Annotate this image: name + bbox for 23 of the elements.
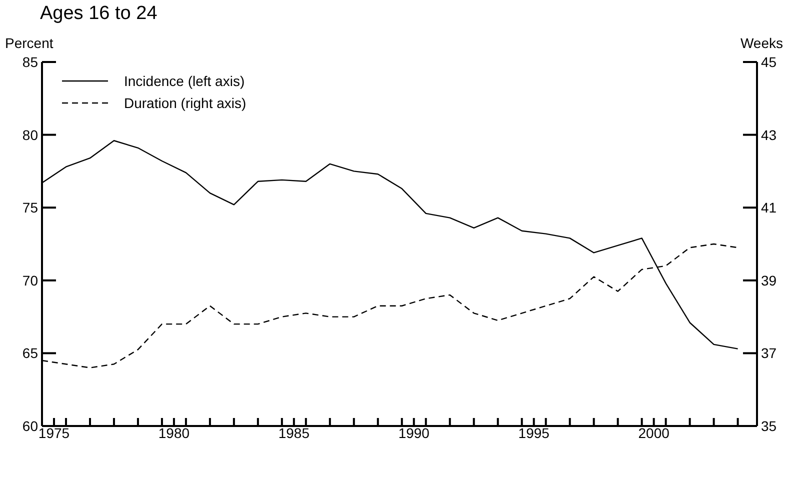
y2-tick-label: 45 [761,54,777,70]
legend-label: Incidence (left axis) [124,73,245,89]
y-tick-label: 65 [22,345,38,362]
x-tick-label: 2000 [638,424,670,441]
y2-tick-label: 37 [761,345,777,362]
x-tick-label: 1980 [158,424,190,441]
y-tick-label: 70 [22,272,38,288]
y2-tick-label: 41 [761,200,777,216]
y2-tick-label: 43 [761,126,777,143]
y-tick-label: 75 [22,200,38,216]
x-tick-label: 1985 [278,424,310,441]
x-tick-label: 1990 [398,424,430,441]
y2-axis-title: Weeks [740,35,783,51]
y2-tick-label: 35 [761,418,777,434]
x-tick-label: 1995 [518,424,550,441]
y-tick-label: 80 [22,126,38,143]
legend-label: Duration (right axis) [124,95,246,111]
y-axis-title: Percent [5,35,54,51]
y2-tick-label: 39 [761,272,777,288]
x-tick-label: 1975 [38,424,70,441]
y-tick-label: 85 [22,54,38,70]
chart-title: Ages 16 to 24 [40,3,158,25]
y-tick-label: 60 [22,418,38,434]
